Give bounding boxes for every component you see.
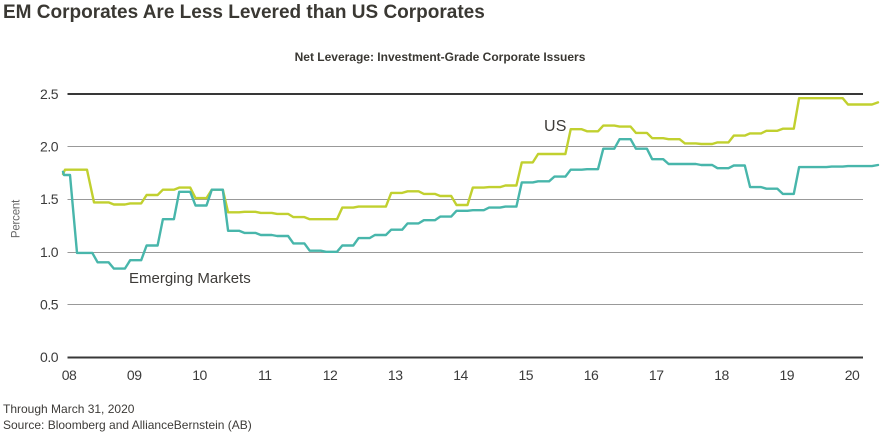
svg-text:2.0: 2.0 [40,139,59,155]
svg-text:0.5: 0.5 [40,296,59,312]
svg-text:20: 20 [845,367,860,383]
svg-text:19: 19 [780,367,795,383]
svg-text:1.0: 1.0 [40,244,59,260]
svg-text:08: 08 [62,367,77,383]
svg-text:Percent: Percent [11,199,23,238]
svg-text:1.5: 1.5 [40,191,59,207]
svg-text:11: 11 [258,367,272,383]
svg-text:0.0: 0.0 [40,349,59,365]
svg-text:12: 12 [323,367,338,383]
svg-text:US: US [544,118,567,135]
svg-text:18: 18 [714,367,729,383]
svg-text:16: 16 [584,367,599,383]
svg-text:13: 13 [388,367,403,383]
svg-text:Emerging Markets: Emerging Markets [129,270,251,287]
svg-text:2.5: 2.5 [40,86,59,102]
svg-text:10: 10 [192,367,207,383]
svg-text:09: 09 [127,367,142,383]
svg-text:14: 14 [453,367,468,383]
svg-text:17: 17 [649,367,664,383]
svg-text:15: 15 [519,367,534,383]
